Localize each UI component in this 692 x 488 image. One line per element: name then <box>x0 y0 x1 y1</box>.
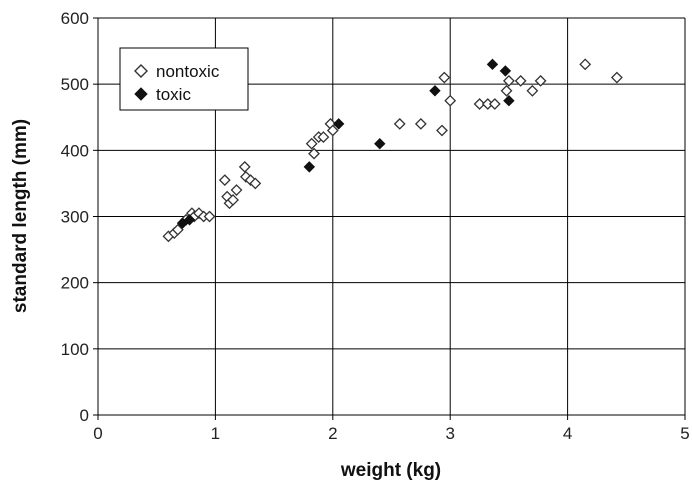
nontoxic-point <box>230 184 243 196</box>
nontoxic-point <box>500 84 513 97</box>
nontoxic-point <box>393 117 406 130</box>
x-tick-label: 0 <box>93 424 102 443</box>
y-tick-label: 0 <box>80 406 89 425</box>
legend-nontoxic-label: nontoxic <box>156 62 220 81</box>
tick-labels: 0 100 200 300 400 500 600 0 1 2 3 4 5 <box>61 9 690 443</box>
nontoxic-point <box>326 124 339 137</box>
nontoxic-point <box>193 207 205 220</box>
toxic-point <box>374 138 386 150</box>
nontoxic-point <box>305 137 318 150</box>
toxic-point <box>499 65 512 77</box>
y-tick-label: 500 <box>61 75 89 94</box>
y-tick-label: 600 <box>61 9 89 28</box>
toxic-point <box>429 85 441 97</box>
toxic-point <box>486 58 499 71</box>
toxic-point <box>303 161 316 173</box>
y-tick-label: 400 <box>61 141 89 160</box>
legend-toxic-label: toxic <box>156 85 191 104</box>
x-tick-label: 3 <box>445 424 454 443</box>
legend-toxic-marker <box>134 87 148 101</box>
nontoxic-point <box>308 147 320 160</box>
nontoxic-point <box>579 58 592 71</box>
nontoxic-point <box>526 84 539 97</box>
y-tick-label: 200 <box>61 274 89 293</box>
nontoxic-point <box>414 117 427 130</box>
nontoxic-point <box>218 174 231 187</box>
legend-nontoxic-marker <box>134 64 148 78</box>
nontoxic-point <box>238 160 251 173</box>
nontoxic-point <box>514 74 527 87</box>
nontoxic-point <box>436 124 448 137</box>
nontoxic-point <box>438 71 451 84</box>
nontoxic-point <box>227 194 239 206</box>
toxic-point <box>503 95 515 107</box>
x-tick-label: 1 <box>211 424 220 443</box>
nontoxic-point <box>317 131 330 144</box>
y-tick-label: 100 <box>61 340 89 359</box>
data-points <box>162 58 623 243</box>
nontoxic-point <box>203 210 216 223</box>
nontoxic-point <box>249 177 262 190</box>
x-axis-title: weight (kg) <box>340 460 441 481</box>
y-axis-title: standard length (mm) <box>10 119 31 313</box>
x-tick-label: 5 <box>680 424 689 443</box>
toxic-point <box>183 214 196 226</box>
x-tick-label: 4 <box>563 424 572 443</box>
toxic-point <box>332 118 345 130</box>
nontoxic-point <box>444 94 457 107</box>
legend: nontoxic toxic <box>119 47 249 111</box>
nontoxic-point <box>171 223 184 236</box>
nontoxic-point <box>534 74 547 87</box>
y-tick-label: 300 <box>61 208 89 227</box>
nontoxic-point <box>488 98 501 110</box>
nontoxic-point <box>502 74 515 87</box>
nontoxic-point <box>473 98 486 110</box>
nontoxic-point <box>610 71 623 84</box>
x-tick-label: 2 <box>328 424 337 443</box>
